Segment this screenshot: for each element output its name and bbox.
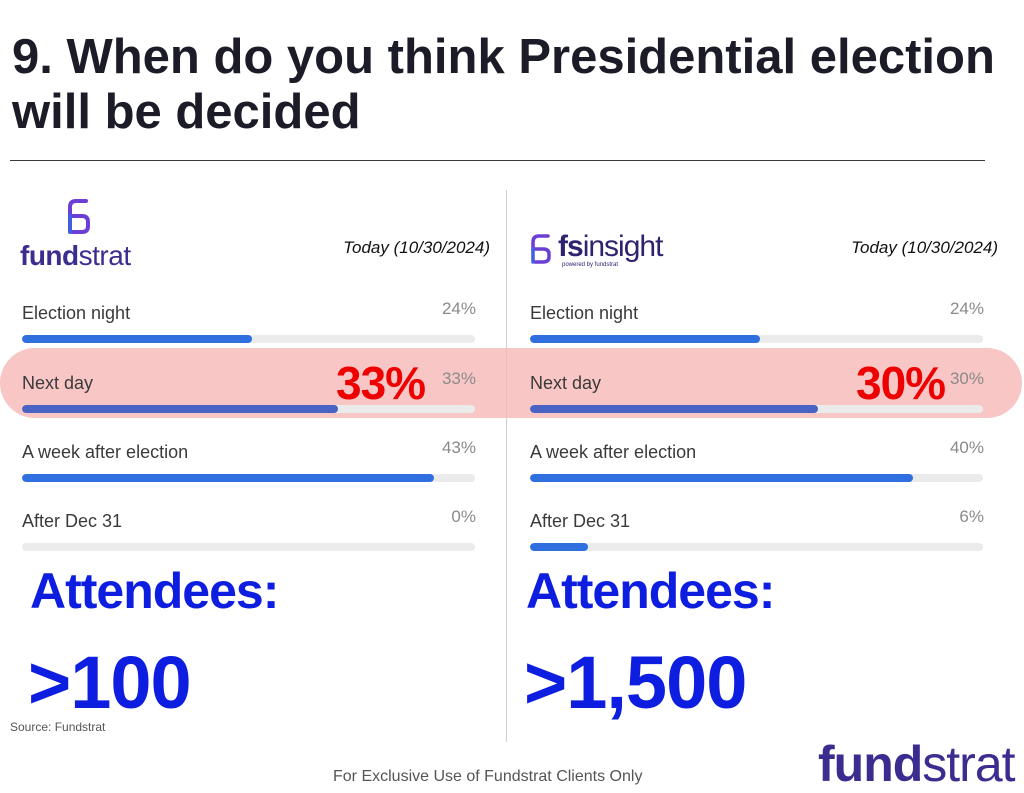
poll-option-row: A week after election 40% [528,438,984,492]
poll-option-label: Election night [22,303,131,323]
footer-fundstrat-logo: fundstrat [818,736,1016,792]
poll-bar-track [530,335,983,343]
poll-option-percentage: 24% [949,299,984,318]
poll-bar-track [530,405,983,413]
poll-option-row: After Dec 31 6% [528,507,984,561]
poll-option-percentage: 40% [949,438,984,457]
poll-option-label: After Dec 31 [22,511,123,531]
fs-logo-icon [531,234,551,264]
poll-bar [22,474,435,482]
fs-logo-icon [68,199,90,234]
footer-disclaimer: For Exclusive Use of Fundstrat Clients O… [333,768,643,785]
survey-date: Today (10/30/2024) [343,238,490,257]
poll-option-row: After Dec 31 0% [20,507,476,561]
fsinsight-logo: fsinsight powered by fundstrat [528,230,728,270]
title-divider [10,160,985,161]
fundstrat-logo: fundstrat [20,196,140,271]
poll-option-percentage: 30% [949,369,984,388]
poll-option-percentage: 43% [441,438,476,457]
attendees-label: Attendees: [30,563,279,619]
poll-option-percentage: 24% [441,299,476,318]
poll-option-percentage: 33% [441,369,476,388]
poll-option-label: After Dec 31 [530,511,631,531]
poll-option-label: Next day [530,373,602,393]
poll-bar [22,405,339,413]
attendees-count: >100 [28,641,192,724]
poll-bar-track [530,474,983,482]
poll-option-row: A week after election 43% [20,438,476,492]
poll-option-label: Election night [530,303,639,323]
poll-bar-track [22,474,475,482]
attendees-count: >1,500 [524,641,747,724]
poll-option-row: Election night 24% [20,299,476,353]
poll-bar [530,474,914,482]
poll-option-percentage: 0% [451,507,476,526]
survey-date: Today (10/30/2024) [851,238,998,257]
fsinsight-wordmark: fsinsight [558,230,663,263]
poll-bar [530,405,818,413]
poll-bar [530,335,761,343]
poll-option-label: A week after election [22,442,189,462]
highlight-percentage: 33% [336,357,426,409]
source-note: Source: Fundstrat [10,720,106,734]
poll-option-row: Next day 33% [20,369,476,423]
poll-bar-track [22,335,475,343]
fsinsight-tagline: powered by fundstrat [562,262,619,268]
poll-option-label: Next day [22,373,94,393]
highlight-percentage: 30% [856,357,946,409]
attendees-label: Attendees: [526,563,775,619]
poll-option-label: A week after election [530,442,697,462]
fundstrat-wordmark: fundstrat [20,240,131,271]
poll-bar-track [22,543,475,551]
fsinsight-panel: fsinsight powered by fundstrat Today (10… [528,190,998,610]
poll-bar [530,543,588,551]
poll-option-row: Next day 30% [528,369,984,423]
poll-bar-track [22,405,475,413]
page-title: 9. When do you think Presidential electi… [12,30,995,139]
poll-option-row: Election night 24% [528,299,984,353]
panel-divider [506,190,507,742]
poll-bar-track [530,543,983,551]
poll-option-percentage: 6% [959,507,984,526]
poll-bar [22,335,253,343]
fundstrat-panel: fundstrat Today (10/30/2024) Election ni… [20,190,490,610]
